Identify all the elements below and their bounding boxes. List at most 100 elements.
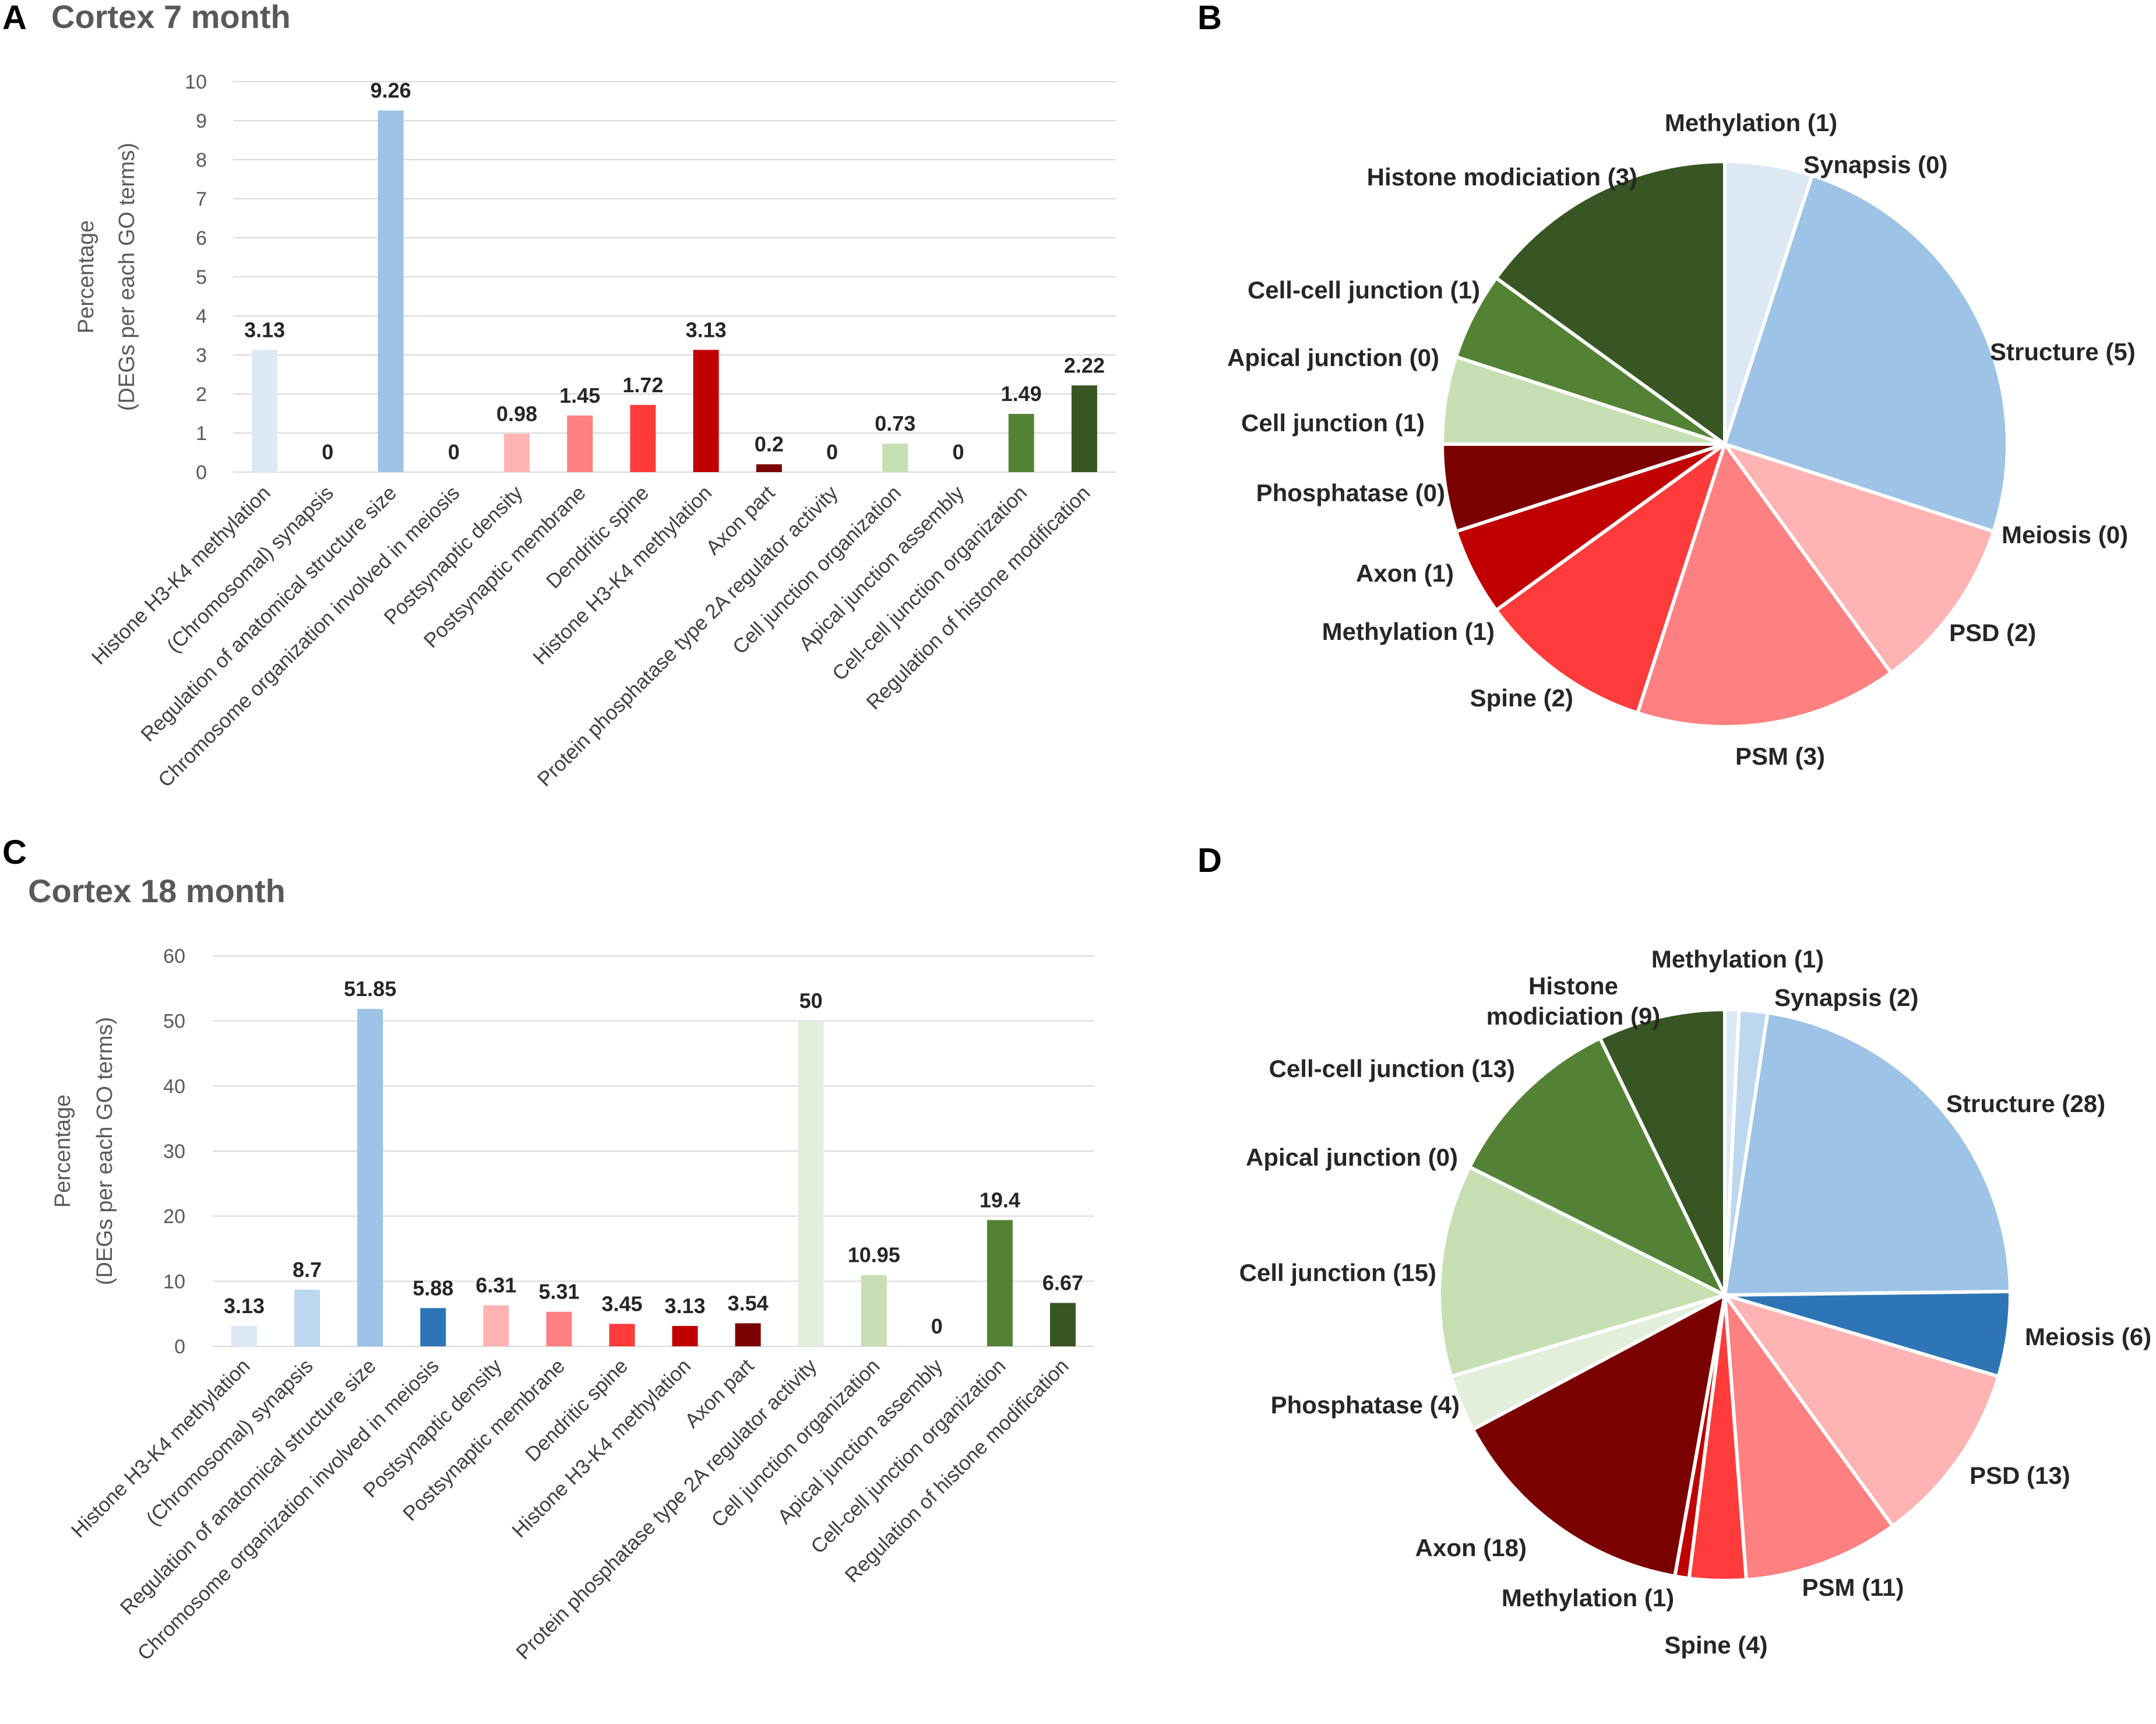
slice-label: PSD (2) [1949,619,2036,646]
slice-label: Methylation (1) [1322,618,1495,645]
pie-chart-b: Methylation (1) Synapsis (0) Structure (5)… [1227,109,2136,770]
bar-chart-c: 0 10 20 30 40 50 60 Percentage (DEGs per each GO… [51,945,1094,1665]
data-label: 6.31 [475,1273,516,1297]
category-label: Regulation of anatomical structure size [136,481,401,746]
data-label: 3.13 [224,1294,265,1318]
data-label: 1.49 [1001,382,1042,406]
pie-slice [1471,1293,1727,1578]
slice-label: Axon (1) [1356,560,1454,587]
data-label: 0 [952,440,964,464]
y-tick-label: 4 [196,305,207,328]
panel-letter-c: C [2,833,27,871]
category-label: Chromosome organization involved in meio… [133,1354,443,1665]
bar [567,415,593,472]
data-label: 50 [799,989,823,1013]
pie-slice [1437,1165,1727,1378]
data-label: 2.22 [1064,353,1105,377]
bar [1049,1303,1076,1346]
y-axis-label-sub: (DEGs per each GO terms) [115,143,139,411]
slice-label: Methylation (1) [1651,945,1824,973]
slice-label: Methylation (1) [1665,109,1837,136]
slice-label: Apical junction (0) [1227,344,1439,371]
y-tick-label: 60 [163,945,185,967]
category-label: Regulation of histone modification [841,1354,1073,1587]
data-label: 0 [931,1314,943,1338]
slice-label: Synapsis (2) [1774,984,1918,1011]
bar [420,1308,446,1346]
y-tick-label: 30 [163,1141,185,1163]
panel-letter-b: B [1197,0,1222,37]
category-label: Protein phosphatase type 2A regulator ac… [533,481,843,791]
y-tick-label: 40 [163,1075,185,1097]
category-label: Regulation of anatomical structure size [116,1354,381,1619]
data-label: 0.2 [755,432,784,456]
panel-title-a: Cortex 7 month [51,0,291,35]
panel-title-c: Cortex 18 month [28,872,286,909]
slice-label: Phosphatase (0) [1256,479,1445,506]
bar [483,1305,509,1346]
bar [672,1326,698,1346]
pie-slice [1723,1293,2000,1528]
bar [630,404,656,472]
y-tick-label: 7 [196,188,207,210]
data-label: 6.67 [1042,1271,1083,1295]
panel-letter-d: D [1197,842,1222,879]
data-label: 0.73 [875,411,915,435]
pie-slice [1468,1036,1727,1297]
category-label: Chromosome organization involved in meio… [154,481,464,791]
y-axis-label: Percentage [74,220,98,333]
bar [798,1021,824,1346]
data-label: 1.45 [559,383,600,407]
slice-label: Structure (5) [1990,338,2136,365]
slice-label: Synapsis (0) [1803,151,1947,178]
pie-slice [1598,1008,1727,1297]
slice-label: Phosphatase (4) [1271,1391,1460,1419]
y-tick-label: 50 [163,1011,185,1033]
slice-label: Cell junction (1) [1241,409,1425,437]
slice-label: Apical junction (0) [1246,1144,1458,1171]
category-label: Regulation of histone modification [862,481,1095,714]
y-tick-label: 20 [163,1206,185,1228]
pie-slice [1723,442,1996,675]
pie-slice [1494,442,1727,715]
data-label: 19.4 [980,1188,1020,1212]
bar [294,1289,320,1346]
slice-label: Meiosis (6) [2025,1323,2151,1350]
bar [503,434,530,472]
y-tick-label: 3 [196,344,207,367]
data-label: 51.85 [344,977,396,1001]
slice-label: Histone modiciation (3) [1367,163,1637,191]
data-label: 0.98 [496,402,537,425]
bar [693,350,719,472]
pie-slice [1723,173,2009,533]
slice-label: Meiosis (0) [2002,521,2128,548]
slice-label: Spine (4) [1664,1631,1767,1659]
y-tick-label: 0 [174,1336,185,1358]
y-tick-label: 2 [196,383,207,406]
y-tick-label: 1 [196,423,207,445]
slice-label: PSM (3) [1735,743,1825,770]
data-label: 3.54 [728,1291,769,1315]
bar [735,1323,761,1346]
y-axis-label: Percentage [51,1095,75,1208]
slice-label: Cell junction (15) [1239,1259,1436,1286]
slice-label: Structure (28) [1946,1090,2105,1117]
slice-label: Cell-cell junction (13) [1269,1055,1515,1082]
data-label: 8.7 [293,1258,322,1282]
bar [987,1220,1013,1346]
y-axis-label-sub: (DEGs per each GO terms) [93,1017,117,1285]
slice-label: Histone modiciation (9) [1486,972,1661,1030]
bar [357,1009,383,1346]
pie-slice [1723,1011,2012,1297]
bar [378,110,404,472]
data-label: 10.95 [848,1243,900,1267]
data-label: 0 [448,440,460,464]
slice-label: PSD (13) [1970,1462,2070,1489]
y-tick-label: 6 [196,227,207,249]
bar [882,444,908,472]
data-label: 0 [826,440,838,464]
data-label: 3.13 [244,318,285,342]
bar-chart-a: 0 1 2 3 4 5 6 7 8 9 10 Percentage (DEGs per each GO … [74,71,1116,791]
bar [756,464,782,472]
